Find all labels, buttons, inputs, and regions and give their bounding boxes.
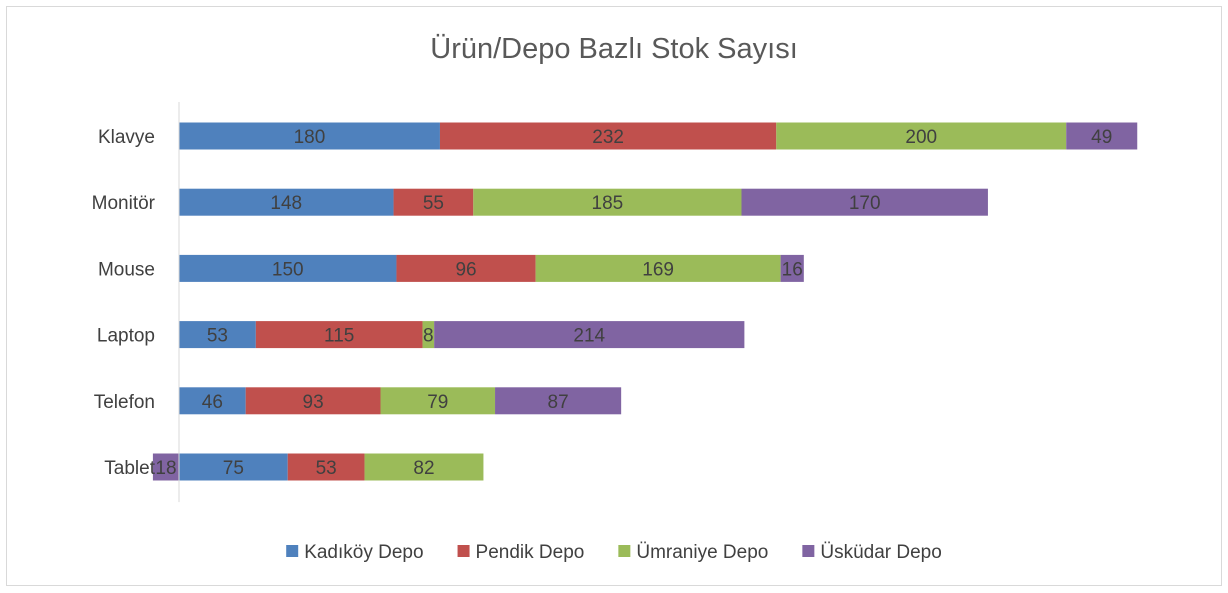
category-label-mouse: Mouse bbox=[98, 259, 155, 280]
legend: Kadıköy Depo Pendik Depo Ümraniye Depo Üskü… bbox=[286, 542, 942, 563]
category-label-laptop: Laptop bbox=[97, 326, 155, 347]
bar-mouse-uskudar-depo bbox=[780, 254, 804, 282]
data-label-laptop-uskudar-depo: 214 bbox=[573, 326, 605, 347]
bar-mouse-pendik-depo bbox=[396, 254, 536, 282]
bar-tablet-kadikoy-depo bbox=[179, 453, 288, 481]
data-label-monitor-umraniye-depo: 185 bbox=[592, 193, 624, 214]
bars-layer bbox=[152, 122, 1138, 481]
bar-telefon-kadikoy-depo bbox=[179, 387, 246, 415]
data-label-klavye-umraniye-depo: 200 bbox=[905, 127, 937, 148]
bar-laptop-pendik-depo bbox=[255, 321, 423, 349]
bar-telefon-pendik-depo bbox=[245, 387, 381, 415]
data-label-telefon-umraniye-depo: 79 bbox=[427, 392, 448, 413]
legend-item-pendik-depo: Pendik Depo bbox=[457, 542, 585, 563]
legend-item-umraniye-depo: Ümraniye Depo bbox=[618, 542, 768, 563]
bar-klavye-pendik-depo bbox=[439, 122, 777, 150]
legend-swatch-umraniye-depo bbox=[618, 545, 631, 557]
data-label-klavye-kadikoy-depo: 180 bbox=[294, 127, 326, 148]
bar-klavye-kadikoy-depo bbox=[179, 122, 440, 150]
data-label-telefon-pendik-depo: 93 bbox=[303, 392, 324, 413]
bar-monitor-kadikoy-depo bbox=[179, 188, 394, 216]
bar-tablet-uskudar-depo bbox=[152, 453, 179, 481]
bar-tablet-pendik-depo bbox=[287, 453, 365, 481]
bar-laptop-kadikoy-depo bbox=[179, 321, 256, 349]
legend-swatch-kadikoy-depo bbox=[286, 545, 299, 557]
category-label-klavye: Klavye bbox=[98, 127, 155, 148]
data-label-laptop-kadikoy-depo: 53 bbox=[207, 326, 228, 347]
bar-laptop-umraniye-depo bbox=[422, 321, 435, 349]
data-label-telefon-uskudar-depo: 87 bbox=[548, 392, 569, 413]
legend-swatch-uskudar-depo bbox=[802, 545, 815, 557]
category-label-telefon: Telefon bbox=[94, 392, 155, 413]
bar-klavye-umraniye-depo bbox=[776, 122, 1067, 150]
bar-mouse-umraniye-depo bbox=[535, 254, 781, 282]
data-label-mouse-kadikoy-depo: 150 bbox=[272, 259, 304, 280]
bar-mouse-kadikoy-depo bbox=[179, 254, 397, 282]
data-label-tablet-umraniye-depo: 82 bbox=[413, 458, 434, 479]
data-label-monitor-kadikoy-depo: 148 bbox=[270, 193, 302, 214]
data-label-klavye-uskudar-depo: 49 bbox=[1091, 127, 1112, 148]
legend-item-uskudar-depo: Üsküdar Depo bbox=[802, 542, 942, 563]
data-label-tablet-uskudar-depo: 18 bbox=[155, 458, 176, 479]
data-label-monitor-pendik-depo: 55 bbox=[423, 193, 444, 214]
legend-label-kadikoy-depo: Kadıköy Depo bbox=[304, 542, 423, 563]
data-label-tablet-kadikoy-depo: 75 bbox=[223, 458, 244, 479]
bar-monitor-uskudar-depo bbox=[741, 188, 988, 216]
legend-item-kadikoy-depo: Kadıköy Depo bbox=[286, 542, 424, 563]
bar-laptop-uskudar-depo bbox=[434, 321, 745, 349]
bar-telefon-uskudar-depo bbox=[495, 387, 622, 415]
bar-klavye-uskudar-depo bbox=[1066, 122, 1138, 150]
legend-label-umraniye-depo: Ümraniye Depo bbox=[636, 542, 768, 563]
data-label-monitor-uskudar-depo: 170 bbox=[849, 193, 881, 214]
data-label-telefon-kadikoy-depo: 46 bbox=[202, 392, 223, 413]
legend-swatch-pendik-depo bbox=[457, 545, 470, 557]
data-label-tablet-pendik-depo: 53 bbox=[316, 458, 337, 479]
chart-border bbox=[6, 6, 1222, 586]
category-label-monitor: Monitör bbox=[92, 193, 156, 214]
chart-title: Ürün/Depo Bazlı Stok Sayısı bbox=[430, 33, 798, 65]
data-label-laptop-umraniye-depo: 8 bbox=[423, 326, 434, 347]
data-label-mouse-pendik-depo: 96 bbox=[455, 259, 476, 280]
bar-monitor-umraniye-depo bbox=[473, 188, 742, 216]
data-label-mouse-umraniye-depo: 169 bbox=[642, 259, 674, 280]
data-label-klavye-pendik-depo: 232 bbox=[592, 127, 624, 148]
data-label-mouse-uskudar-depo: 16 bbox=[782, 259, 803, 280]
bar-monitor-pendik-depo bbox=[393, 188, 474, 216]
legend-label-pendik-depo: Pendik Depo bbox=[476, 542, 585, 563]
data-label-laptop-pendik-depo: 115 bbox=[324, 326, 354, 347]
bar-telefon-umraniye-depo bbox=[380, 387, 496, 415]
category-axis: Klavye Monitör Mouse Laptop Telefon Tablet bbox=[92, 127, 156, 479]
category-label-tablet: Tablet bbox=[104, 458, 155, 479]
bar-tablet-umraniye-depo bbox=[364, 453, 484, 481]
legend-label-uskudar-depo: Üsküdar Depo bbox=[820, 542, 941, 563]
